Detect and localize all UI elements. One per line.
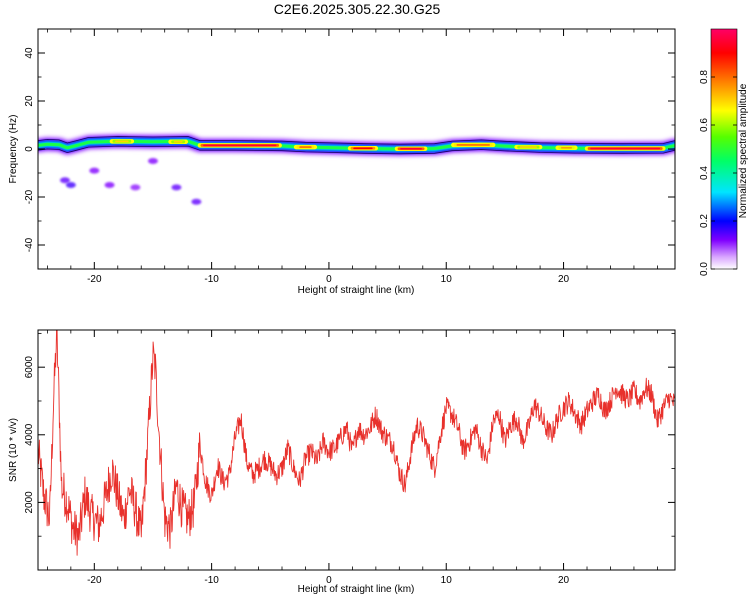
y-tick-label: 6000: [24, 356, 35, 379]
x-tick-label: -20: [87, 274, 102, 285]
snr-plot-area: [38, 330, 675, 570]
spectrogram-scatter-blob: [104, 182, 115, 188]
colorbar-tick-label: 0.0: [699, 262, 710, 276]
x-tick-label: 10: [441, 274, 453, 285]
spectrogram-scatter-blob: [191, 198, 202, 205]
snr-panel: -20 -10 0 10 20 2000 4000 6000 Height of straig…: [8, 329, 676, 595]
spectrogram-band-rim-upper: [38, 136, 675, 145]
colorbar-tick-label: 0.4: [699, 166, 710, 180]
spectrogram-panel: -20 -10 0 10 20 -40 -20 0 20 40 Height of straigh…: [8, 28, 676, 296]
snr-series-line: [38, 330, 675, 556]
spectrogram-ticks: -20 -10 0 10 20 -40 -20 0 20 40: [24, 28, 675, 285]
colorbar-tick-label: 0.2: [699, 214, 710, 228]
y-tick-label: 4000: [24, 423, 35, 446]
colorbar-tick-label: 0.8: [699, 70, 710, 84]
y-tick-label: 40: [24, 47, 35, 59]
y-tick-label: 20: [24, 95, 35, 107]
snr-frame: [37, 329, 676, 571]
colorbar-tick-label: 0.6: [699, 118, 710, 132]
spectrogram-scatter-blob: [89, 167, 100, 174]
chart-title: C2E6.2025.305.22.30.G25: [274, 1, 441, 17]
x-tick-label: 20: [558, 274, 570, 285]
spectrogram-scatter-blob: [130, 184, 141, 191]
colorbar-ticks: 0.0 0.2 0.4 0.6 0.8: [699, 70, 737, 276]
snr-xlabel: Height of straight line (km): [298, 584, 415, 595]
x-tick-label: -10: [204, 575, 219, 586]
spectrogram-ylabel: Frequency (Hz): [8, 115, 19, 184]
spectrogram-xlabel: Height of straight line (km): [298, 285, 415, 296]
spectrogram-scatter-blob: [147, 158, 158, 164]
y-tick-label: 0: [24, 146, 35, 152]
spectrogram-heatmap: [38, 133, 675, 205]
spectrogram-scatter-blob: [59, 177, 70, 184]
colorbar-scale: [710, 28, 738, 270]
x-tick-label: 20: [558, 575, 570, 586]
x-tick-label: 0: [326, 575, 332, 586]
snr-ylabel: SNR (10 * v/v): [8, 418, 19, 482]
spectrogram-scatter-blob: [65, 182, 76, 188]
colorbar-label: Normalized spectral amplitude: [738, 83, 749, 218]
colorbar: 0.0 0.2 0.4 0.6 0.8 Normalized spectral ampl…: [699, 28, 749, 276]
y-tick-label: -20: [24, 189, 35, 204]
spectrogram-band-rim-lower: [38, 145, 675, 155]
x-tick-label: 10: [441, 575, 453, 586]
snr-ticks: -20 -10 0 10 20 2000 4000 6000: [24, 330, 675, 586]
x-tick-label: 0: [326, 274, 332, 285]
x-tick-label: -20: [87, 575, 102, 586]
x-tick-label: -10: [204, 274, 219, 285]
y-tick-label: 2000: [24, 491, 35, 514]
y-tick-label: -40: [24, 237, 35, 252]
spectrogram-scatter-blob: [171, 184, 182, 191]
